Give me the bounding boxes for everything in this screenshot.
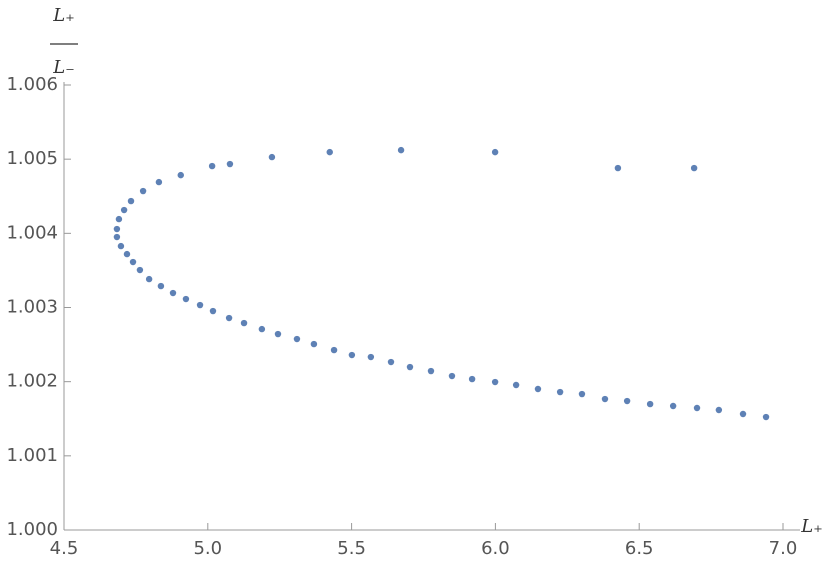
point <box>225 314 233 322</box>
x-tick-label: 6.5 <box>625 538 654 559</box>
point <box>177 171 184 179</box>
point <box>258 325 266 333</box>
point <box>556 388 564 396</box>
point <box>646 400 654 408</box>
point <box>209 307 217 315</box>
point <box>115 215 123 223</box>
point <box>268 153 276 161</box>
point <box>310 340 318 348</box>
y-tick-label: 1.002 <box>6 371 58 392</box>
point <box>739 410 747 418</box>
y-tick-label: 1.006 <box>6 74 58 95</box>
point <box>129 258 137 266</box>
x-axis-label: L₊ <box>800 516 822 537</box>
point <box>274 330 282 338</box>
point <box>145 275 153 283</box>
point <box>157 282 165 290</box>
point <box>326 148 333 156</box>
y-axis-label-denominator: L₋ <box>52 57 74 78</box>
point <box>240 319 248 327</box>
y-axis-label-numerator: L₊ <box>52 5 74 26</box>
point <box>693 404 701 412</box>
point <box>387 358 395 366</box>
point <box>448 372 456 380</box>
point <box>226 160 234 168</box>
point <box>182 295 190 303</box>
point <box>669 402 677 410</box>
point <box>578 390 586 398</box>
y-tick-label: 1.005 <box>6 148 58 169</box>
point <box>136 266 144 274</box>
point <box>614 164 622 172</box>
point <box>623 397 631 405</box>
point <box>117 242 125 250</box>
point <box>512 381 520 389</box>
point <box>208 162 216 170</box>
point <box>293 335 301 343</box>
point <box>601 395 609 403</box>
point <box>491 378 499 386</box>
x-tick-label: 5.5 <box>337 538 366 559</box>
point <box>169 289 177 297</box>
point <box>427 367 435 375</box>
y-tick-label: 1.004 <box>6 222 58 243</box>
point <box>330 346 338 354</box>
point <box>348 351 356 359</box>
point <box>406 363 414 371</box>
point <box>367 353 375 361</box>
point <box>196 301 204 309</box>
x-tick-label: 5.0 <box>193 538 222 559</box>
point <box>120 206 128 214</box>
point <box>113 225 121 233</box>
y-tick-label: 1.000 <box>6 519 58 540</box>
x-tick-label: 6.0 <box>481 538 510 559</box>
point <box>715 406 723 414</box>
y-tick-label: 1.001 <box>6 445 58 466</box>
y-tick-label: 1.003 <box>6 297 58 318</box>
point <box>127 197 135 205</box>
point <box>534 385 542 393</box>
x-tick-label: 7.0 <box>769 538 798 559</box>
point <box>139 187 147 195</box>
point <box>468 375 476 383</box>
point <box>762 413 770 421</box>
point <box>690 164 698 172</box>
point <box>491 148 499 156</box>
x-tick-label: 4.5 <box>50 538 79 559</box>
point <box>113 233 121 241</box>
point <box>123 250 131 258</box>
point <box>397 146 405 154</box>
point <box>155 178 163 186</box>
